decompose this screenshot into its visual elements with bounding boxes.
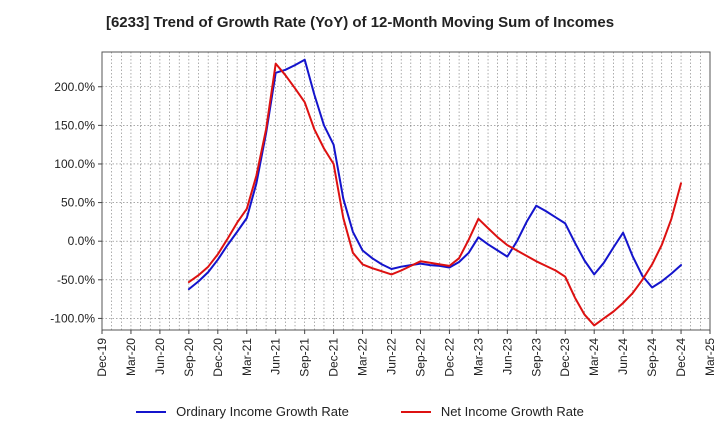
x-tick-label: Dec-21 <box>327 338 341 377</box>
legend-label-net-income: Net Income Growth Rate <box>440 404 584 419</box>
x-tick-label: Sep-23 <box>529 338 543 377</box>
x-axis: Dec-19 Mar-20 Jun-20 Sep-20 Dec-20 Mar-21 Jun-… <box>95 330 717 377</box>
legend-swatch-ordinary-income <box>136 410 167 413</box>
y-tick-label: 200.0% <box>54 80 95 94</box>
y-tick-label: 0.0% <box>68 234 96 248</box>
x-tick-label: Sep-22 <box>413 338 427 377</box>
x-tick-label: Jun-23 <box>500 338 514 375</box>
y-tick-label: 150.0% <box>54 118 95 132</box>
legend: Ordinary Income Growth Rate Net Income G… <box>0 404 720 419</box>
legend-swatch-net-income <box>400 410 431 413</box>
x-tick-label: Mar-25 <box>703 338 717 376</box>
x-tick-label: Dec-22 <box>442 338 456 377</box>
x-tick-label: Dec-24 <box>674 338 688 377</box>
x-tick-label: Dec-23 <box>558 338 572 377</box>
legend-item-net-income: Net Income Growth Rate <box>400 404 584 419</box>
legend-item-ordinary-income: Ordinary Income Growth Rate <box>136 404 349 419</box>
x-tick-label: Mar-24 <box>587 338 601 376</box>
x-tick-label: Mar-20 <box>124 338 138 376</box>
x-tick-label: Sep-24 <box>645 338 659 377</box>
x-tick-label: Mar-23 <box>471 338 485 376</box>
x-tick-label: Mar-21 <box>240 338 254 376</box>
series-line-net-income <box>187 62 682 327</box>
chart-title: [6233] Trend of Growth Rate (YoY) of 12-… <box>105 14 615 31</box>
y-tick-label: 50.0% <box>61 196 95 210</box>
x-tick-label: Jun-21 <box>269 338 283 375</box>
y-tick-label: 100.0% <box>54 157 95 171</box>
legend-label-ordinary-income: Ordinary Income Growth Rate <box>176 404 349 419</box>
x-tick-label: Sep-21 <box>298 338 312 377</box>
x-tick-label: Jun-20 <box>153 338 167 375</box>
y-tick-label: -100.0% <box>50 311 95 325</box>
grid <box>101 52 711 330</box>
y-tick-label: -50.0% <box>57 273 95 287</box>
x-tick-label: Dec-20 <box>211 338 225 377</box>
x-tick-label: Jun-24 <box>616 338 630 375</box>
x-tick-label: Sep-20 <box>182 338 196 377</box>
x-tick-label: Dec-19 <box>95 338 109 377</box>
line-chart: 200.0% 150.0% 100.0% 50.0% 0.0% -50.0% -100.0%… <box>50 51 717 377</box>
series-line-ordinary-income <box>187 58 682 291</box>
series-lines <box>187 58 682 327</box>
x-tick-label: Jun-22 <box>385 338 399 375</box>
plot-area <box>101 51 711 331</box>
x-tick-label: Mar-22 <box>356 338 370 376</box>
y-axis: 200.0% 150.0% 100.0% 50.0% 0.0% -50.0% -100.0% <box>50 80 102 325</box>
